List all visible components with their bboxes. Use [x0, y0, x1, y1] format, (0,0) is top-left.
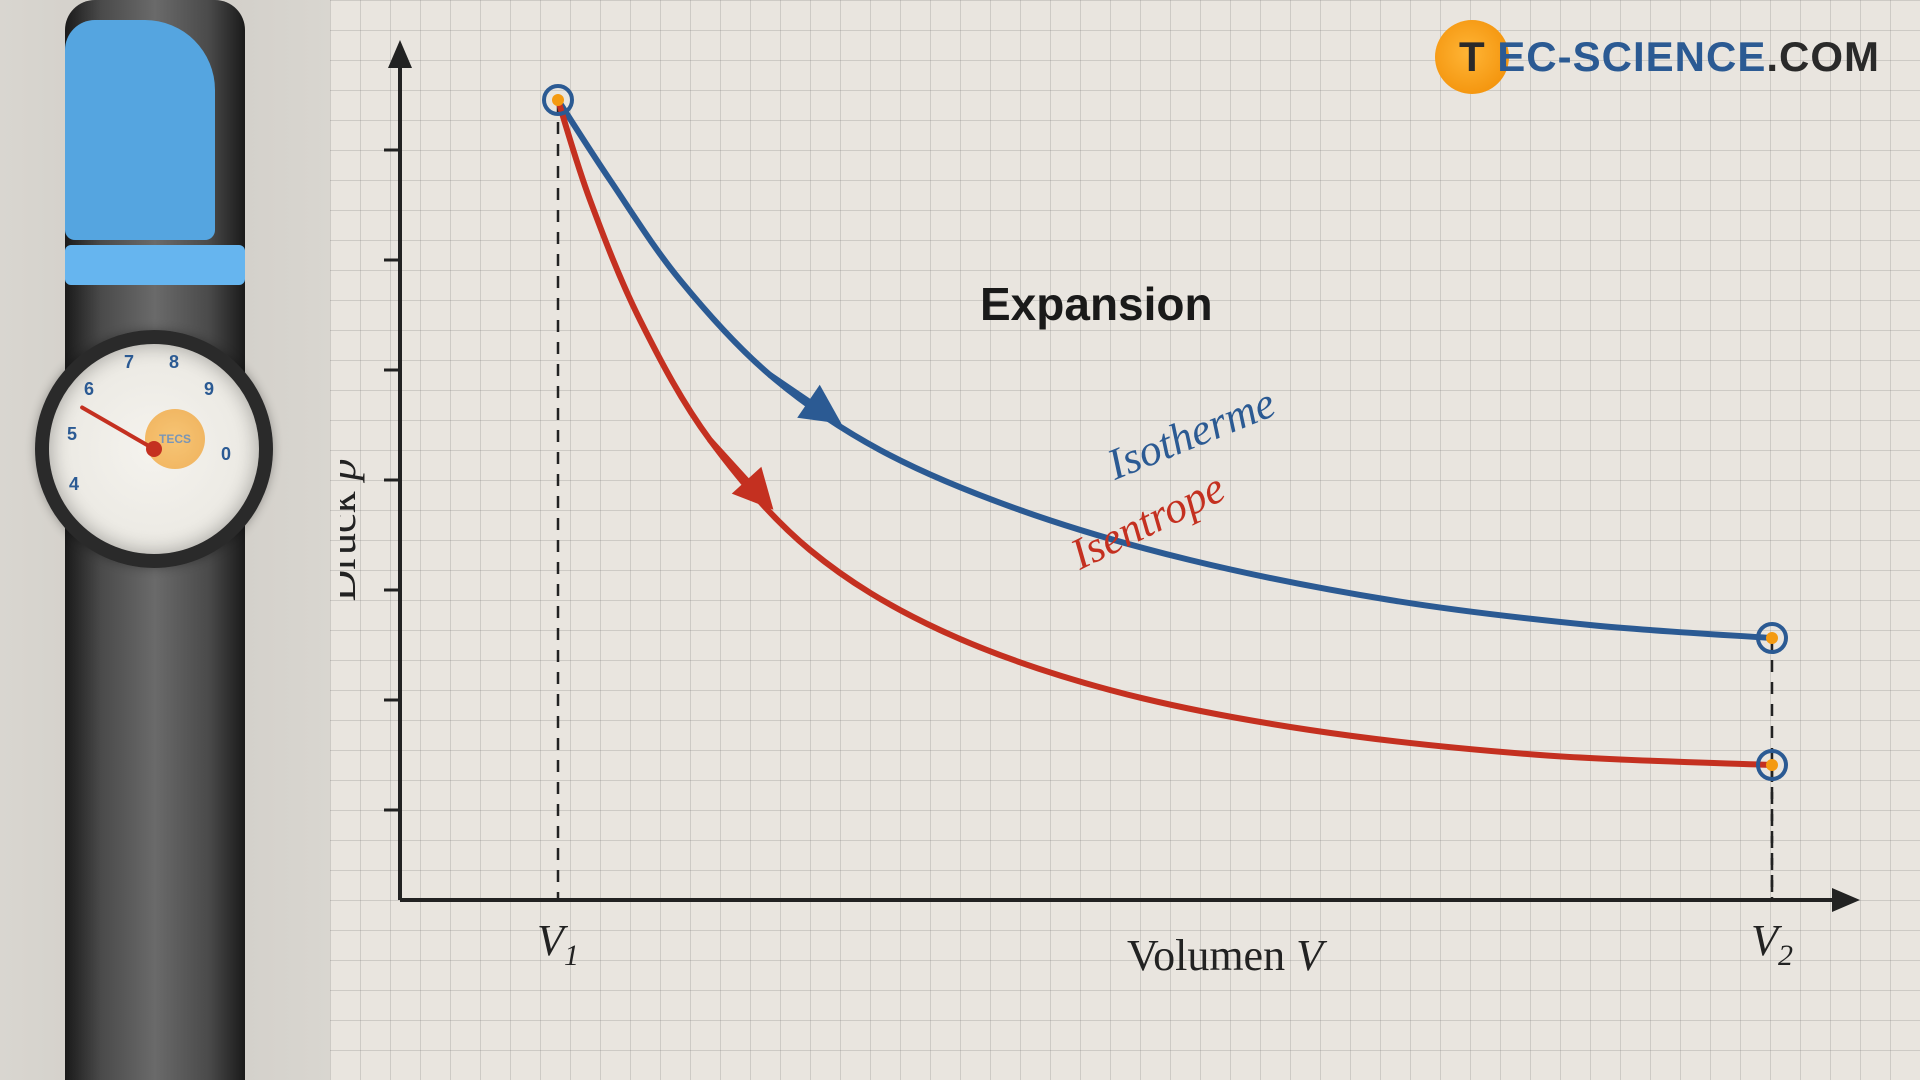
v1-label: V1 [537, 916, 579, 972]
isotherm-arrow-icon [770, 375, 825, 413]
gauge-needle [79, 405, 155, 451]
logo-middle-text: EC-SCIENCE [1497, 33, 1766, 81]
gauge-number: 0 [221, 444, 231, 465]
x-axis-arrowhead-icon [1832, 888, 1860, 912]
device-cap-band [65, 245, 245, 285]
pv-diagram: Expansion Isotherme Isentrope Druck p Vo… [340, 20, 1900, 1060]
device-cap [65, 20, 215, 240]
gauge-number: 9 [204, 379, 214, 400]
gauge-logo: TECS [145, 409, 205, 469]
chart-title: Expansion [980, 278, 1213, 330]
isentrope-arrow-icon [710, 440, 760, 495]
v2-label: V2 [1751, 916, 1793, 972]
gauge-number: 7 [124, 352, 134, 373]
gauge-needle-pivot [146, 441, 162, 457]
y-axis-label: Druck p [340, 459, 365, 602]
isotherm-curve [558, 100, 1772, 638]
y-axis-arrowhead-icon [388, 40, 412, 68]
gauge-number: 4 [69, 474, 79, 495]
pressure-gauge: TECS 4 5 6 7 8 9 0 [35, 330, 273, 568]
device-panel: TECS 4 5 6 7 8 9 0 [0, 0, 330, 1080]
y-axis-ticks [384, 150, 400, 810]
gauge-number: 6 [84, 379, 94, 400]
x-axis-label: Volumen V [1127, 931, 1328, 980]
gauge-number: 8 [169, 352, 179, 373]
gauge-number: 5 [67, 424, 77, 445]
